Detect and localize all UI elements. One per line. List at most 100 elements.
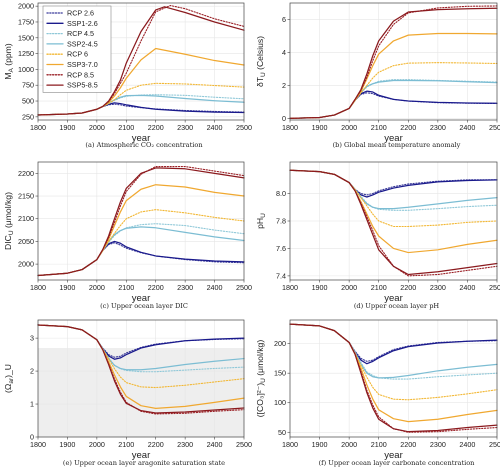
y-tick-label: 250	[22, 112, 34, 121]
x-tick-label: 2100	[118, 123, 134, 132]
axes-frame	[37, 319, 245, 438]
series-line-rcp-2-6	[37, 242, 245, 277]
series-line-rcp-8-5	[289, 5, 498, 119]
panel-e-aragonite: 1800 1900 2000 2100 2200 2300 2400 2500 0 1 2 3 year…	[3, 319, 252, 467]
series-line-rcp-2-6	[289, 92, 498, 119]
series-line-rcp-4-5	[289, 323, 498, 380]
y-tick-label: 2000	[18, 260, 34, 269]
x-tick-label: 1900	[59, 123, 75, 132]
x-axis-label: year	[132, 450, 150, 461]
x-tick-label: 2000	[89, 283, 105, 292]
y-tick-label: 2000	[18, 2, 34, 11]
legend-entry: RCP 6	[67, 50, 88, 59]
y-axis-label: δTU (Celsius)	[255, 36, 267, 87]
panel-caption: (c) Upper ocean layer DIC	[100, 302, 188, 310]
series-line-rcp-4-5	[37, 223, 245, 277]
series-line-rcp-8-5	[289, 323, 498, 433]
x-tick-label: 1800	[282, 440, 298, 449]
series-line-ssp5-8-5	[37, 167, 245, 277]
y-tick-label: 2	[30, 367, 34, 376]
y-tick-label: 500	[22, 97, 34, 106]
series-line-rcp-2-6	[289, 169, 498, 196]
panel-d-ph: 1800 1900 2000 2100 2200 2300 2400 2500 7.4 7.6 7.…	[255, 161, 500, 310]
x-tick-label: 2300	[430, 283, 446, 292]
x-tick-label: 1800	[30, 283, 46, 292]
x-tick-label: 1800	[30, 123, 46, 132]
x-tick-label: 2000	[89, 123, 105, 132]
x-tick-label: 2100	[118, 283, 134, 292]
x-tick-label: 2300	[177, 440, 193, 449]
x-tick-label: 2400	[459, 440, 475, 449]
series-line-rcp-6	[37, 209, 245, 277]
y-tick-label: 1750	[18, 17, 34, 26]
y-tick-label: 50	[278, 428, 286, 437]
y-tick-label: 1250	[18, 49, 34, 58]
series-line-rcp-8-5	[37, 165, 245, 277]
y-tick-label: 7.6	[276, 244, 286, 253]
y-tick-label: 200	[274, 339, 286, 348]
x-tick-label: 2000	[341, 123, 357, 132]
series-line-ssp3-7-0	[289, 32, 498, 119]
x-tick-label: 1900	[59, 283, 75, 292]
x-tick-label: 1900	[59, 440, 75, 449]
y-tick-label: 7.8	[276, 217, 286, 226]
series-line-rcp-6	[289, 62, 498, 119]
series-line-ssp1-2-6	[37, 102, 245, 116]
y-tick-label: 2100	[18, 214, 34, 223]
x-tick-label: 2200	[400, 283, 416, 292]
x-axis-label: year	[384, 293, 402, 304]
panel-caption: (d) Upper ocean layer pH	[354, 302, 440, 310]
axes-frame	[289, 319, 498, 438]
x-tick-label: 2200	[400, 123, 416, 132]
x-tick-label: 2100	[118, 440, 134, 449]
x-tick-label: 2300	[177, 123, 193, 132]
axes-frame	[37, 2, 245, 121]
panel-caption: (f) Upper ocean layer carbonate concentr…	[319, 459, 476, 467]
x-tick-label: 2000	[341, 440, 357, 449]
legend-box	[42, 5, 112, 93]
legend-entry: RCP 2.6	[67, 9, 94, 18]
series-line-ssp1-2-6	[37, 240, 245, 277]
panel-caption: (b) Global mean temperature anomaly	[333, 141, 461, 149]
y-tick-label: 8.0	[276, 189, 286, 198]
x-tick-label: 2500	[489, 123, 500, 132]
panel-c-dic: 1800 1900 2000 2100 2200 2300 2400 2500 2000 2050…	[3, 161, 252, 310]
legend-entry: SSP1-2.6	[67, 19, 98, 28]
x-tick-label: 2400	[207, 283, 223, 292]
x-tick-label: 1800	[30, 440, 46, 449]
series-line-rcp-6	[289, 169, 498, 228]
series-line-rcp-6	[289, 323, 498, 401]
y-tick-label: 0	[282, 114, 286, 123]
x-tick-label: 1900	[312, 440, 328, 449]
legend-entry: SSP5-8.5	[67, 81, 98, 90]
x-tick-label: 2100	[371, 123, 387, 132]
x-tick-label: 2100	[371, 283, 387, 292]
x-axis-label: year	[384, 450, 402, 461]
x-axis-label: year	[384, 133, 402, 144]
y-tick-label: 2150	[18, 192, 34, 201]
legend-entry: SSP3-7.0	[67, 60, 98, 69]
x-tick-label: 1800	[282, 283, 298, 292]
x-tick-label: 2400	[207, 440, 223, 449]
legend-entry: RCP 8.5	[67, 70, 94, 79]
series-line-ssp5-8-5	[37, 324, 245, 414]
x-tick-label: 1900	[312, 123, 328, 132]
y-axis-label: pHU	[255, 213, 267, 229]
y-tick-label: 4	[282, 48, 286, 57]
series-line-ssp5-8-5	[289, 7, 498, 119]
x-tick-label: 2000	[341, 283, 357, 292]
y-tick-label: 150	[274, 369, 286, 378]
series-line-rcp-6	[37, 82, 245, 116]
shaded-region	[38, 348, 244, 437]
x-tick-label: 1800	[282, 123, 298, 132]
series-line-rcp-2-6	[289, 323, 498, 362]
x-tick-label: 2300	[430, 440, 446, 449]
x-tick-label: 2200	[148, 283, 164, 292]
panel-caption: (e) Upper ocean layer aragonite saturati…	[63, 459, 225, 467]
x-axis-label: year	[132, 293, 150, 304]
y-tick-label: 750	[22, 81, 34, 90]
x-tick-label: 2000	[89, 440, 105, 449]
x-tick-label: 2300	[177, 283, 193, 292]
axes-frame	[289, 2, 498, 121]
y-tick-label: 2200	[18, 169, 34, 178]
